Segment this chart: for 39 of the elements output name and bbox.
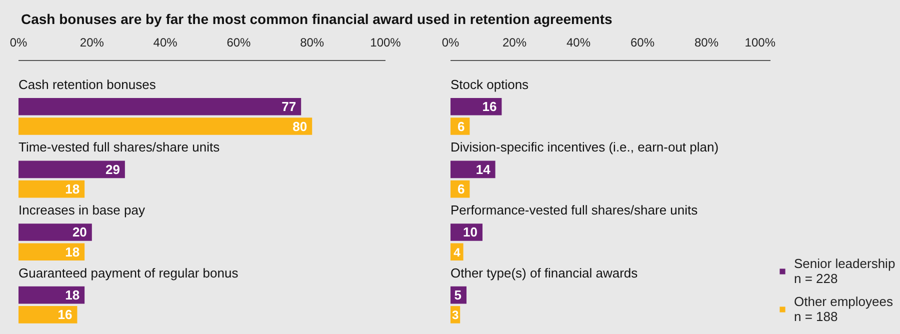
y-tick-label: Division-specific incentives (i.e., earn-out plan)	[450, 140, 719, 155]
x-tick-label: 100%	[744, 36, 776, 50]
y-tick-label: Cash retention bonuses	[18, 76, 156, 92]
data-label: 16	[482, 99, 497, 114]
x-tick-label: 80%	[694, 36, 719, 50]
y-tick-label: Time-vested full shares/share units	[18, 140, 220, 155]
x-tick-label: 20%	[80, 36, 104, 50]
chart-title: Cash bonuses are by far the most common financial award used in retention agreements	[21, 10, 612, 29]
data-label: 18	[65, 244, 80, 260]
x-tick-label: 80%	[300, 36, 324, 50]
x-tick-label: 40%	[566, 36, 591, 50]
y-tick-label: Other type(s) of financial awards	[450, 265, 638, 280]
data-label: 20	[72, 224, 87, 240]
data-label: 77	[282, 99, 296, 114]
y-tick-label: Stock options	[450, 76, 530, 92]
x-tick-label: 0%	[10, 36, 28, 50]
data-label: 10	[463, 224, 478, 240]
x-tick-label: 100%	[370, 36, 402, 50]
x-tick-label: 20%	[502, 36, 527, 50]
y-tick-label: Performance-vested full shares/share units	[450, 202, 698, 218]
x-tick-label: 60%	[630, 36, 655, 50]
legend-label: Senior leadership n = 228	[794, 256, 896, 286]
data-label: 3	[452, 308, 459, 322]
x-tick-label: 0%	[442, 36, 460, 50]
x-tick-label: 60%	[226, 36, 252, 50]
legend-label: Other employees n = 188	[794, 294, 893, 324]
data-label: 4	[454, 245, 461, 260]
y-tick-label: Guaranteed payment of regular bonus	[18, 265, 239, 280]
data-label: 29	[105, 162, 120, 177]
data-label: 16	[58, 307, 72, 322]
y-tick-label: Increases in base pay	[18, 202, 146, 218]
data-label: 6	[457, 182, 465, 197]
data-label: 18	[65, 288, 80, 303]
data-label: 18	[65, 182, 80, 197]
x-tick-label: 40%	[153, 36, 178, 50]
data-label: 80	[292, 118, 308, 134]
data-label: 5	[454, 288, 462, 303]
data-label: 14	[476, 162, 492, 177]
data-label: 6	[457, 118, 465, 134]
